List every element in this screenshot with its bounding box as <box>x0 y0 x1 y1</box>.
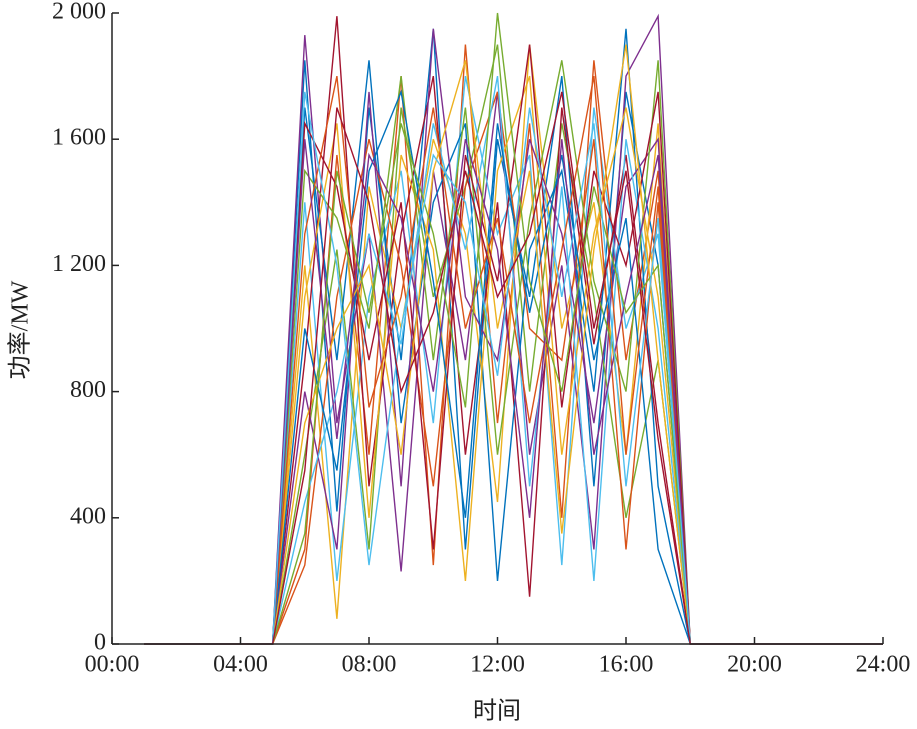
series-line <box>144 91 883 645</box>
series-line <box>144 91 883 645</box>
x-tick-label: 04:00 <box>213 652 268 678</box>
y-tick-label: 800 <box>70 377 106 403</box>
y-tick-label: 2 000 <box>52 0 106 25</box>
x-tick-label: 08:00 <box>342 652 397 678</box>
series-line <box>144 12 883 645</box>
series-line <box>144 13 883 645</box>
series-line <box>144 89 883 645</box>
x-tick-label: 20:00 <box>727 652 782 678</box>
series-line <box>144 44 883 645</box>
y-tick-label: 1 600 <box>52 125 106 151</box>
y-axis-label: 功率/MW <box>7 280 34 379</box>
x-tick-label: 16:00 <box>599 652 654 678</box>
plot-area <box>144 12 883 645</box>
series-line <box>144 16 883 645</box>
series-line <box>144 44 883 645</box>
x-tick-label: 00:00 <box>85 652 140 678</box>
y-tick-label: 0 <box>94 630 106 656</box>
series-line <box>144 44 883 645</box>
x-tick-label: 24:00 <box>856 652 911 678</box>
series-line <box>144 44 883 645</box>
x-axis-label: 时间 <box>473 698 521 725</box>
y-tick-label: 400 <box>70 503 106 529</box>
series-line <box>144 44 883 645</box>
x-tick-label: 12:00 <box>470 652 525 678</box>
y-tick-label: 1 200 <box>52 251 106 277</box>
series-line <box>144 91 883 645</box>
